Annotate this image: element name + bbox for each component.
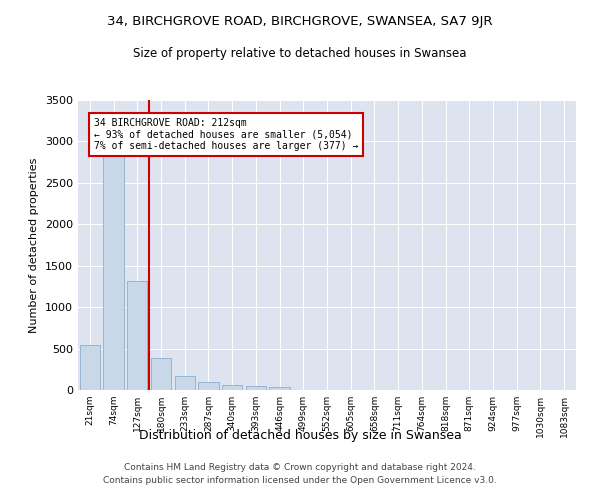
Text: Contains HM Land Registry data © Crown copyright and database right 2024.
Contai: Contains HM Land Registry data © Crown c… bbox=[103, 464, 497, 485]
Text: Size of property relative to detached houses in Swansea: Size of property relative to detached ho… bbox=[133, 48, 467, 60]
Bar bbox=[269, 387, 290, 390]
Bar bbox=[127, 280, 148, 390]
Y-axis label: Number of detached properties: Number of detached properties bbox=[29, 158, 40, 332]
Bar bbox=[199, 382, 218, 390]
Bar bbox=[151, 358, 171, 390]
Bar bbox=[80, 346, 100, 390]
Bar bbox=[222, 384, 242, 390]
Bar bbox=[103, 150, 124, 390]
Text: 34 BIRCHGROVE ROAD: 212sqm
← 93% of detached houses are smaller (5,054)
7% of se: 34 BIRCHGROVE ROAD: 212sqm ← 93% of deta… bbox=[94, 118, 359, 152]
Text: 34, BIRCHGROVE ROAD, BIRCHGROVE, SWANSEA, SA7 9JR: 34, BIRCHGROVE ROAD, BIRCHGROVE, SWANSEA… bbox=[107, 15, 493, 28]
Text: Distribution of detached houses by size in Swansea: Distribution of detached houses by size … bbox=[139, 428, 461, 442]
Bar bbox=[246, 386, 266, 390]
Bar bbox=[175, 376, 195, 390]
